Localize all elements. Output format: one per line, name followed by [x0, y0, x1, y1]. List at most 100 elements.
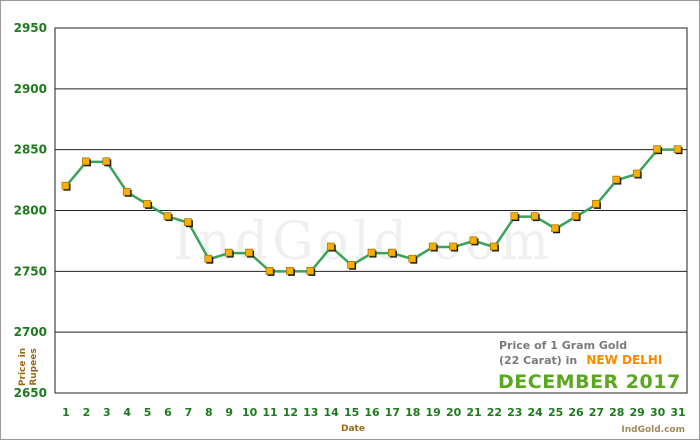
- x-tick-label: 26: [568, 406, 584, 419]
- x-tick-label: 18: [405, 406, 420, 419]
- x-tick-label: 19: [426, 406, 441, 419]
- data-point-marker: [571, 212, 580, 220]
- city-name: NEW DELHI: [586, 353, 662, 367]
- data-point-marker: [367, 248, 376, 257]
- data-point-marker: [82, 157, 90, 166]
- data-point: [265, 267, 275, 276]
- y-axis-ticks: 2650 2700 2750 2800 2850 2900 2950: [14, 21, 47, 400]
- y-tick-label: 2900: [14, 82, 47, 96]
- data-point: [204, 254, 214, 264]
- data-point: [367, 248, 377, 258]
- data-point: [469, 236, 479, 246]
- data-point: [592, 200, 601, 209]
- data-point: [653, 145, 663, 155]
- data-point-marker: [265, 267, 274, 275]
- data-point-marker: [490, 242, 498, 251]
- x-axis-label: Date: [341, 424, 365, 434]
- data-point-marker: [469, 236, 478, 245]
- data-point: [449, 242, 459, 252]
- x-tick-label: 6: [164, 406, 172, 419]
- data-point: [551, 224, 561, 234]
- data-point: [388, 248, 397, 258]
- data-point-marker: [102, 157, 111, 166]
- data-point-marker: [204, 254, 213, 263]
- x-tick-label: 9: [225, 406, 233, 419]
- x-tick-label: 2: [83, 406, 91, 419]
- data-point: [571, 212, 581, 222]
- y-tick-label: 2800: [14, 204, 47, 218]
- info-box: Price of 1 Gram Gold (22 Carat) in NEW D…: [498, 339, 685, 435]
- y-tick-label: 2650: [14, 386, 47, 400]
- x-tick-label: 31: [670, 406, 685, 419]
- watermark-text: IndGold.com: [173, 212, 553, 272]
- data-point-marker: [592, 200, 600, 208]
- x-tick-label: 22: [487, 406, 502, 419]
- chart-subtitle: (22 Carat) in NEW DELHI: [499, 349, 662, 368]
- y-tick-label: 2850: [14, 143, 47, 157]
- x-tick-label: 14: [324, 406, 340, 419]
- data-point: [612, 175, 622, 185]
- data-point-marker: [163, 212, 172, 220]
- x-tick-label: 20: [446, 406, 462, 419]
- x-tick-label: 23: [507, 406, 522, 419]
- data-point: [428, 242, 438, 252]
- y-tick-label: 2700: [14, 325, 47, 339]
- data-point: [632, 169, 642, 179]
- period-label: DECEMBER 2017: [498, 371, 681, 393]
- subtitle-prefix: (22 Carat) in: [499, 354, 577, 367]
- data-point: [122, 187, 132, 197]
- data-point: [408, 254, 418, 264]
- credit-text: IndGold.com: [621, 425, 685, 435]
- data-point-marker: [530, 212, 539, 220]
- data-point: [102, 157, 112, 167]
- data-point: [490, 242, 499, 252]
- x-tick-label: 28: [609, 406, 624, 419]
- data-point-marker: [347, 260, 355, 269]
- data-point-marker: [224, 248, 233, 257]
- data-point: [224, 248, 234, 258]
- x-tick-label: 27: [589, 406, 604, 419]
- data-point: [61, 181, 71, 191]
- data-point-marker: [653, 145, 661, 153]
- data-point-marker: [428, 242, 437, 251]
- x-tick-label: 4: [123, 406, 131, 419]
- data-point-marker: [245, 248, 253, 257]
- x-tick-label: 1: [62, 406, 70, 419]
- x-tick-label: 17: [385, 406, 400, 419]
- chart-title: Price of 1 Gram Gold: [499, 339, 627, 352]
- data-point-marker: [551, 224, 559, 233]
- data-point: [673, 145, 683, 155]
- data-point: [347, 260, 357, 270]
- data-point-marker: [184, 218, 192, 226]
- grid-lines: [55, 88, 687, 333]
- data-point: [163, 212, 173, 222]
- data-point: [184, 218, 193, 228]
- data-point-marker: [61, 181, 70, 190]
- data-point-marker: [673, 145, 682, 153]
- x-tick-label: 7: [185, 406, 193, 419]
- data-point-marker: [326, 242, 335, 251]
- x-tick-label: 25: [548, 406, 563, 419]
- x-tick-label: 16: [364, 406, 380, 419]
- data-point-marker: [632, 169, 641, 178]
- data-point: [245, 248, 255, 258]
- y-axis-label: Price in Rupees: [18, 348, 39, 386]
- x-tick-label: 12: [283, 406, 298, 419]
- data-point-marker: [306, 267, 315, 275]
- x-tick-label: 3: [103, 406, 111, 419]
- x-tick-label: 29: [630, 406, 645, 419]
- x-tick-label: 30: [650, 406, 666, 419]
- data-point-marker: [510, 212, 519, 220]
- x-tick-label: 11: [262, 406, 277, 419]
- data-point-marker: [388, 248, 396, 257]
- x-tick-label: 8: [205, 406, 213, 419]
- data-point: [326, 242, 336, 252]
- x-axis-ticks: 1 2 3 4 5 6 7 8 9 10 11 12 13 14 15 16 17 18 19 20 21 22 23 24 2…: [62, 406, 685, 419]
- x-tick-label: 15: [344, 406, 359, 419]
- y-tick-label: 2950: [14, 21, 47, 35]
- data-point: [286, 267, 295, 276]
- data-point-marker: [449, 242, 457, 251]
- data-point-marker: [286, 267, 294, 275]
